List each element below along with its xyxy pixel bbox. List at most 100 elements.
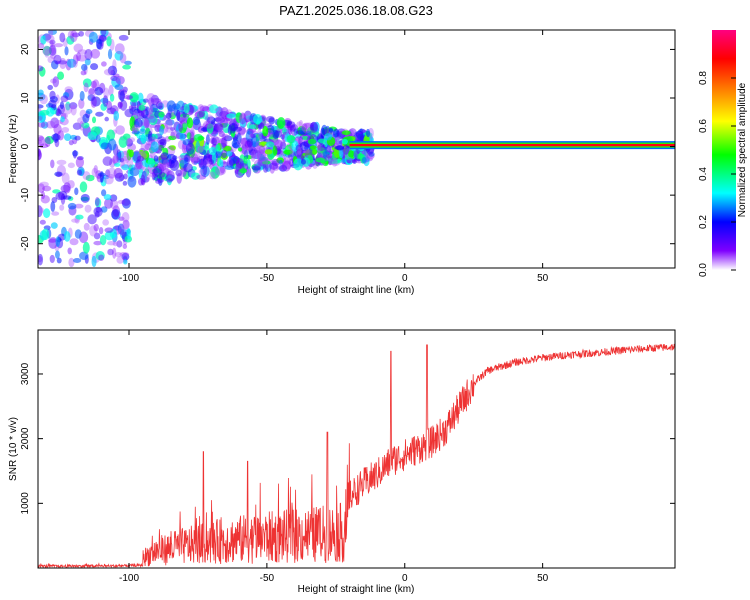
tone-core (349, 143, 675, 147)
spectrogram-cell (71, 32, 80, 38)
spectrogram-cell (213, 122, 224, 133)
spectrogram-cell (95, 250, 105, 261)
spectrogram-cell (293, 158, 303, 171)
spectrogram-cell (341, 158, 346, 163)
spectrogram-cell (49, 39, 56, 45)
spectrogram-cell (38, 183, 45, 193)
spectrogram-cell (223, 135, 233, 142)
spectrogram-cell (67, 247, 72, 255)
spectrogram-cell (215, 111, 221, 119)
spectrogram-cell (79, 120, 84, 131)
spectrogram-marks (38, 30, 675, 268)
spectrogram-cell (280, 139, 286, 147)
spectrogram-cell (272, 129, 279, 139)
spectrogram-cell (122, 86, 128, 93)
spectrogram-cell (76, 169, 83, 176)
spectrogram-cell (66, 58, 77, 68)
spectrogram-cell (159, 171, 166, 178)
spectrogram-cell (141, 116, 150, 129)
spectrogram-cell (70, 104, 77, 116)
spectrogram-cell (199, 105, 210, 112)
spectrogram-cell (73, 43, 84, 53)
spectrogram-cell (56, 159, 67, 166)
spectrogram-cell (211, 130, 219, 135)
spectrogram-frame (37, 29, 676, 269)
spectrogram-cell (88, 31, 98, 43)
spectrogram-cell (190, 153, 199, 165)
spectrogram-cell (183, 103, 190, 114)
snr-marks (38, 343, 675, 568)
spectrogram-cell (322, 151, 328, 159)
spectrogram-cell (232, 142, 241, 149)
spectrogram-cell (146, 141, 152, 146)
spectrogram-cell (198, 169, 204, 175)
spectrogram-cell (108, 84, 114, 97)
spectrogram-cell (136, 155, 145, 162)
spectrogram-cell (93, 206, 103, 217)
spectrogram-cell (317, 152, 324, 158)
spectrogram-cell (112, 154, 119, 164)
spectrogram-cell (185, 142, 195, 155)
spectrogram-cell (133, 118, 143, 128)
spectrogram-cell (55, 236, 61, 248)
spectrogram-cell (140, 174, 146, 185)
spectrogram-cell (137, 177, 144, 186)
spectrogram-cell (148, 115, 157, 123)
spectrogram-cell (209, 137, 215, 144)
spectrogram-cell (165, 127, 174, 133)
spectrogram-cell (108, 138, 117, 151)
spectrogram-cell (44, 136, 51, 148)
spectrogram-cell (49, 40, 54, 48)
spectrogram-cell (102, 219, 110, 226)
spectrogram-cell (118, 216, 125, 221)
spectrogram-cell (59, 32, 66, 43)
spectrogram-cell (296, 150, 302, 159)
spectrogram-cell (117, 199, 126, 205)
spectrogram-cell (103, 87, 110, 99)
spectrogram-cell (78, 98, 85, 109)
spectrogram-cell (191, 105, 199, 112)
spectrogram-cell (159, 138, 167, 146)
spectrogram-cell (91, 116, 97, 124)
spectrogram-cell (170, 126, 175, 132)
spectrogram-cell (79, 251, 89, 260)
spectrogram-cell (226, 113, 237, 119)
spectrogram-cell (122, 180, 128, 186)
spectrogram-cell (262, 162, 269, 173)
spectrogram-cell (106, 36, 112, 47)
spectrogram-cell (348, 150, 354, 158)
spectrogram-cell (179, 127, 187, 134)
spectrogram-cell (202, 106, 211, 113)
spectrogram-cell (82, 78, 92, 88)
spectrogram-cell (129, 167, 140, 177)
spectrogram-cell (140, 172, 151, 182)
spectrogram-cell (165, 112, 172, 119)
spectrogram-cell (38, 150, 42, 161)
spectrogram-cell (246, 158, 251, 170)
snr-y-tick-label: 1000 (20, 492, 31, 515)
spectrogram-cell (62, 92, 70, 99)
spectrogram-cell (143, 117, 150, 129)
spectrogram-cell (217, 123, 224, 134)
spectrogram-cell (176, 109, 181, 122)
spectrogram-cell (341, 138, 348, 145)
spectrogram-cell (85, 174, 95, 182)
spectrogram-cell (55, 107, 61, 116)
spectrogram-cell (299, 141, 310, 152)
spectrogram-cell (40, 35, 47, 45)
spectrogram-cell (269, 162, 279, 170)
spectrogram-cell (79, 90, 85, 101)
spectrogram-cell (197, 145, 205, 153)
spectrogram-cell (84, 58, 91, 66)
spectrogram-cell (317, 140, 322, 153)
spectrogram-cell (195, 141, 201, 153)
spectrogram-cell (89, 225, 98, 237)
spectrogram-cell (59, 101, 65, 110)
colorbar-gradient (712, 30, 736, 270)
spectrogram-cell (128, 137, 136, 143)
spectrogram-cell (193, 160, 198, 165)
spectrogram-cell (170, 145, 176, 151)
spectrogram-cell (57, 71, 65, 80)
spectrogram-cell (114, 43, 125, 55)
